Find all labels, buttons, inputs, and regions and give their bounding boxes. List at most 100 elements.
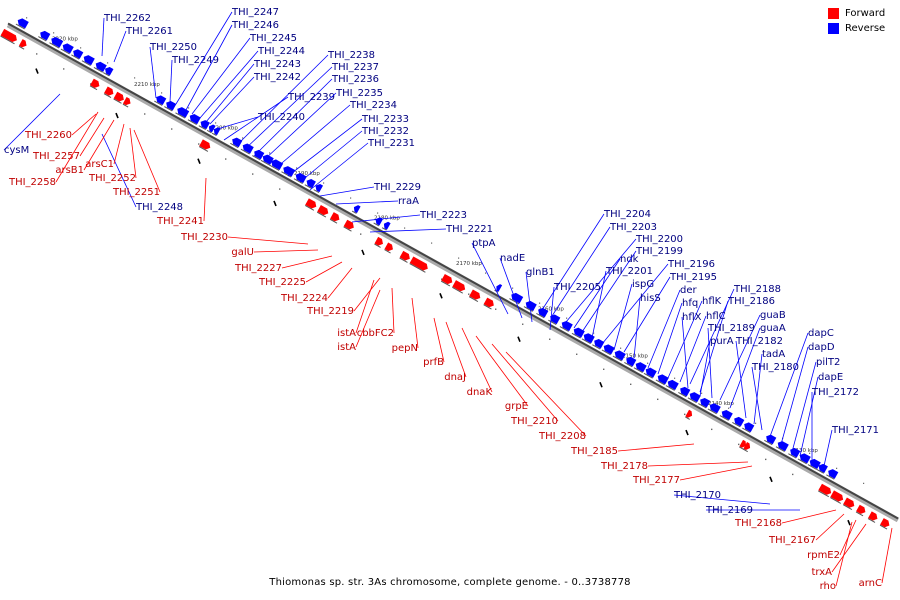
gene-arrow-shadow [154, 100, 163, 106]
gene-arrow-shadow [71, 54, 80, 60]
legend-forward-label: Forward [845, 8, 886, 19]
gene-label: hfq [682, 298, 698, 309]
gene-label: ptpA [472, 238, 496, 249]
gene-label: prfB [423, 357, 444, 368]
gene-label: THI_2178 [600, 461, 648, 472]
forward-gene-arrow [867, 511, 878, 523]
minor-tick [63, 68, 65, 70]
gene-leader-line [471, 242, 509, 315]
reverse-gene-arrow [775, 441, 789, 453]
gene-arrow-shadow [206, 129, 212, 134]
gene-arrow-shadow [260, 159, 270, 166]
gene-label: dapC [808, 328, 834, 339]
gene-leader-line [113, 30, 127, 63]
gene-arrow [17, 18, 29, 29]
reverse-gene-arrow [707, 403, 721, 415]
gene-arrow-shadow [818, 490, 830, 498]
gene-arrow-shadow [559, 326, 569, 332]
gene-arrow-shadow [743, 448, 748, 453]
gene-arrow [200, 120, 210, 130]
reverse-gene-arrow [206, 124, 216, 134]
gene-arrow [573, 327, 585, 338]
minor-tick [593, 332, 595, 334]
gene-arrow [880, 518, 890, 528]
minor-tick [215, 122, 217, 124]
gene-label: THI_2171 [831, 425, 879, 436]
reverse-gene-arrow [93, 61, 107, 73]
gene-label: THI_2242 [253, 72, 301, 83]
gene-label: THI_2247 [231, 7, 279, 18]
gene-arrow-shadow [739, 446, 744, 450]
gene-arrow [843, 497, 855, 508]
gene-label: THI_2250 [149, 42, 197, 53]
gene-leader-line [175, 11, 233, 105]
gene-arrow-shadow [18, 45, 25, 50]
minor-tick [765, 458, 767, 461]
gene-arrow-shadow [230, 142, 239, 149]
minor-tick [522, 323, 524, 325]
gene-leader-line [129, 127, 137, 179]
gene-arrow-shadow [685, 416, 690, 420]
major-tick [769, 476, 773, 483]
gene-label: THI_2210 [510, 416, 558, 427]
gene-arrow [830, 490, 844, 502]
minor-tick [269, 152, 271, 154]
kbp-tick-label: 2190 kbp [294, 171, 320, 177]
minor-tick [53, 32, 55, 34]
gene-arrow-shadow [826, 474, 835, 480]
gene-arrow-shadow [879, 524, 888, 530]
gene-arrow [709, 403, 721, 414]
gene-arrow-shadow [867, 518, 876, 523]
gene-leader-line [565, 238, 637, 323]
gene-arrow-shadow [113, 98, 122, 104]
gene-leader-line [667, 300, 703, 379]
reverse-gene-arrow [643, 367, 657, 379]
gene-label: THI_2221 [445, 224, 493, 235]
reverse-gene-arrow [252, 149, 265, 161]
gene-arrow [452, 280, 466, 292]
gene-label: THI_2237 [331, 62, 379, 73]
gene-arrow [828, 469, 839, 479]
reverse-gene-arrow [797, 453, 811, 465]
gene-arrow-shadow [601, 349, 611, 356]
forward-genes-layer [0, 28, 890, 530]
gene-arrow [40, 30, 51, 41]
gene-leader-line [707, 327, 713, 399]
forward-gene-arrow [304, 198, 317, 211]
gene-arrow [122, 96, 131, 106]
reverse-gene-arrow [742, 422, 755, 433]
forward-gene-arrow [384, 242, 393, 254]
gene-arrow-shadow [698, 403, 707, 409]
minor-tick [377, 212, 379, 214]
gene-arrow [374, 236, 383, 246]
forward-gene-arrow [122, 96, 131, 108]
major-tick [517, 336, 521, 342]
gene-leader-line [133, 129, 161, 193]
gene-arrow-shadow [329, 218, 338, 224]
gene-label: THI_2257 [32, 151, 80, 162]
gene-arrow [306, 179, 316, 189]
minor-tick [134, 77, 136, 79]
gene-arrow [330, 212, 340, 222]
gene-label: THI_2182 [735, 336, 783, 347]
forward-gene-arrow [830, 490, 844, 504]
minor-tick [360, 233, 362, 235]
gene-arrow-shadow [409, 263, 426, 273]
reverse-gene-arrow [154, 95, 167, 106]
gene-leader-line [475, 335, 529, 407]
map-caption: Thiomonas sp. str. 3As chromosome, compl… [269, 577, 631, 588]
gene-leader-line [549, 286, 555, 331]
gene-label: nadE [500, 253, 525, 264]
minor-tick [495, 308, 497, 310]
reverse-gene-arrow [732, 416, 745, 428]
minor-tick [701, 392, 703, 394]
reverse-gene-arrow [509, 292, 524, 305]
minor-tick [90, 83, 92, 85]
gene-leader-line [185, 24, 233, 111]
gene-label: THI_2223 [419, 210, 467, 221]
gene-arrow [208, 124, 216, 133]
gene-arrow-shadow [60, 48, 70, 55]
gene-label: THI_2185 [570, 446, 618, 457]
gene-arrow [766, 434, 777, 445]
gene-label: rho [820, 581, 836, 592]
